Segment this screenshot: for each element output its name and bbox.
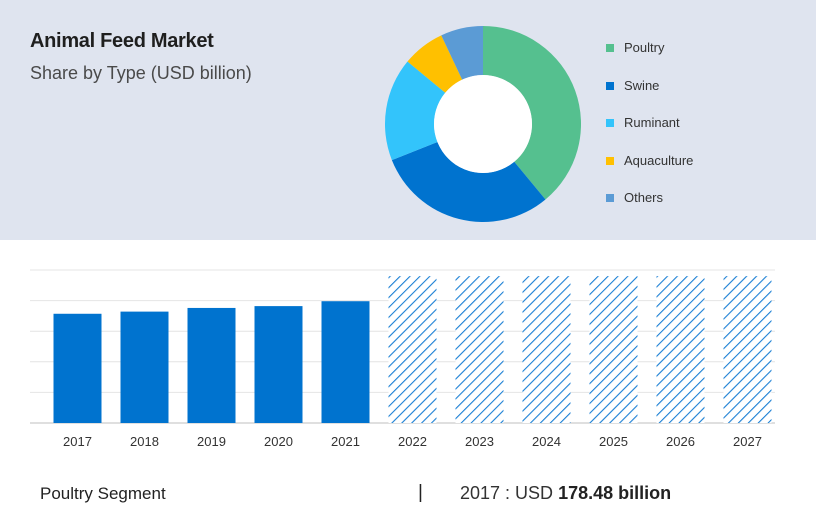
year-label: 2017 : USD bbox=[460, 483, 554, 503]
bar-2021 bbox=[321, 301, 370, 423]
legend-label: Ruminant bbox=[624, 115, 680, 130]
legend-item-aquaculture: Aquaculture bbox=[606, 153, 693, 191]
x-tick-label: 2027 bbox=[733, 434, 762, 449]
x-tick-label: 2021 bbox=[331, 434, 360, 449]
bar-2023 bbox=[455, 276, 504, 423]
donut-slice-poultry bbox=[483, 26, 581, 200]
legend-label: Aquaculture bbox=[624, 152, 694, 168]
chart-title: Animal Feed Market bbox=[30, 30, 214, 52]
bar-2024 bbox=[522, 276, 571, 423]
x-tick-label: 2020 bbox=[264, 434, 293, 449]
chart-subtitle: Share by Type (USD billion) bbox=[30, 63, 252, 83]
donut-slice-ruminant bbox=[385, 61, 446, 161]
value-label: 178.48 billion bbox=[558, 483, 672, 503]
legend-swatch bbox=[606, 44, 614, 52]
legend-label: Others bbox=[624, 190, 664, 205]
legend-swatch bbox=[606, 194, 614, 202]
donut-slice-aquaculture bbox=[407, 35, 463, 93]
donut-slice-swine bbox=[391, 142, 546, 222]
legend-item-others: Others bbox=[606, 190, 693, 228]
bar-2027 bbox=[723, 276, 772, 423]
segment-value: 2017 : USD 178.48 billion bbox=[460, 483, 671, 504]
bar-2020 bbox=[254, 306, 303, 423]
bar-2017 bbox=[53, 313, 102, 423]
x-tick-label: 2024 bbox=[532, 434, 561, 449]
bar-2022 bbox=[388, 276, 437, 423]
legend-swatch bbox=[606, 81, 614, 90]
legend-item-ruminant: Ruminant bbox=[606, 115, 693, 153]
x-tick-label: 2017 bbox=[63, 434, 92, 449]
legend-item-swine: Swine bbox=[606, 78, 693, 116]
donut-slice-others bbox=[441, 26, 483, 80]
bar-2025 bbox=[589, 276, 638, 423]
legend-label: Swine bbox=[624, 77, 660, 93]
bar-2026 bbox=[656, 276, 705, 423]
legend-item-poultry: Poultry bbox=[606, 40, 693, 78]
legend-swatch bbox=[606, 156, 614, 165]
x-tick-label: 2022 bbox=[398, 434, 427, 449]
donut-hole bbox=[434, 75, 532, 173]
x-tick-label: 2018 bbox=[130, 434, 159, 449]
x-tick-label: 2026 bbox=[666, 434, 695, 449]
legend-swatch bbox=[606, 119, 614, 127]
legend: Poultry Swine Ruminant Aquaculture Other… bbox=[606, 40, 693, 228]
x-tick-label: 2023 bbox=[465, 434, 494, 449]
legend-label: Poultry bbox=[624, 40, 665, 55]
footer-separator: | bbox=[418, 482, 423, 503]
x-tick-label: 2025 bbox=[599, 434, 628, 449]
segment-label: Poultry Segment bbox=[40, 484, 166, 503]
bar-2018 bbox=[120, 311, 169, 423]
x-tick-label: 2019 bbox=[197, 434, 226, 449]
bar-2019 bbox=[187, 307, 236, 423]
donut-chart bbox=[385, 26, 581, 222]
bar-chart: 2017 2018 2019 2020 2021 2022 2023 2024 2025 2026… bbox=[30, 269, 775, 449]
